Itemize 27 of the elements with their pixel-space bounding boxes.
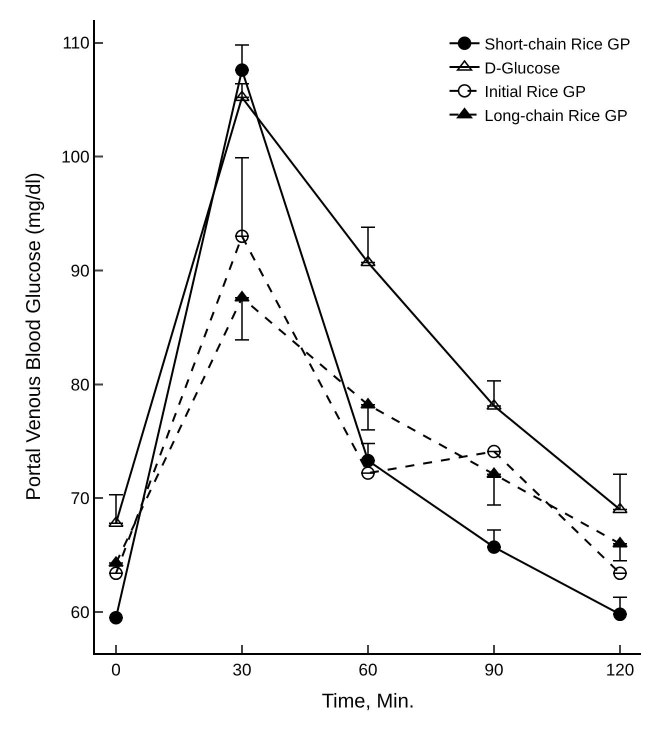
x-tick-label: 30 (232, 660, 252, 680)
y-tick-label: 60 (70, 602, 90, 622)
point (361, 466, 375, 480)
point (235, 230, 249, 244)
legend-label: Short-chain Rice GP (484, 36, 630, 54)
y-tick-label: 80 (70, 375, 90, 394)
y-axis-title: Portal Venous Blood Glucose (mg/dl) (23, 172, 46, 500)
y-tick-label: 110 (62, 34, 90, 53)
legend-label: Long-chain Rice GP (484, 108, 628, 125)
legend-label: D-Glucose (484, 60, 560, 78)
point (613, 566, 627, 580)
point (613, 608, 627, 622)
x-tick-label: 120 (606, 660, 634, 680)
x-tick-label: 90 (484, 660, 504, 680)
point (109, 610, 123, 624)
y-tick-label: 70 (70, 489, 90, 508)
x-tick-label: 60 (358, 660, 378, 680)
point (361, 454, 375, 468)
point (109, 566, 123, 580)
y-tick-label: 90 (70, 261, 90, 280)
x-tick-label: 0 (111, 660, 121, 680)
point (235, 63, 249, 77)
point (487, 444, 501, 458)
point (487, 540, 501, 554)
x-axis-title: Time, Min. (322, 690, 414, 712)
y-tick-label: 100 (61, 148, 90, 167)
legend-label: Initial Rice GP (484, 84, 586, 102)
